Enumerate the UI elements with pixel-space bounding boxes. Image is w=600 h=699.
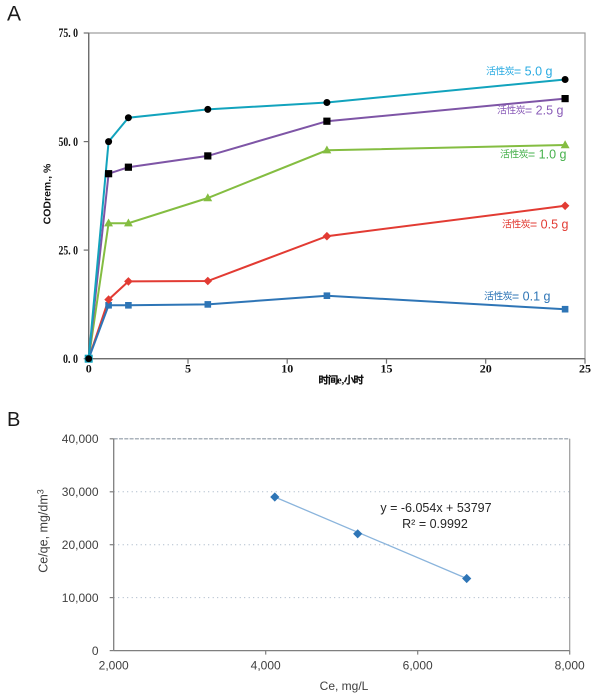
svg-text:4,000: 4,000 [251, 659, 281, 673]
svg-text:6,000: 6,000 [403, 659, 433, 673]
svg-text:CODrem., %: CODrem., % [42, 163, 54, 224]
svg-text:10,000: 10,000 [62, 591, 99, 605]
svg-text:8,000: 8,000 [555, 659, 585, 673]
svg-text:B: B [7, 409, 20, 431]
svg-text:75. 0: 75. 0 [59, 26, 79, 40]
svg-text:25: 25 [579, 362, 591, 376]
svg-text:0. 0: 0. 0 [63, 352, 78, 366]
svg-text:2,000: 2,000 [99, 659, 129, 673]
svg-text:R² = 0.9992: R² = 0.9992 [402, 517, 468, 531]
svg-text:10: 10 [281, 362, 293, 376]
svg-text:25. 0: 25. 0 [59, 243, 79, 257]
svg-text:Ce/qe, mg/dm3: Ce/qe, mg/dm3 [36, 489, 51, 573]
svg-text:0: 0 [86, 362, 92, 376]
svg-text:= 1.0 g: = 1.0 g [528, 148, 567, 162]
svg-text:e,: e, [337, 376, 345, 387]
svg-text:= 2.5 g: = 2.5 g [525, 104, 564, 118]
svg-text:40,000: 40,000 [62, 432, 99, 446]
svg-text:5: 5 [185, 362, 191, 376]
svg-text:Ce, mg/L: Ce, mg/L [320, 679, 369, 693]
svg-text:15: 15 [381, 362, 393, 376]
svg-text:= 0.5 g: = 0.5 g [530, 218, 569, 232]
svg-text:30,000: 30,000 [62, 485, 99, 499]
svg-text:= 0.1 g: = 0.1 g [512, 290, 551, 304]
svg-text:20: 20 [480, 362, 492, 376]
svg-text:50. 0: 50. 0 [59, 135, 79, 149]
svg-text:= 5.0 g: = 5.0 g [514, 65, 553, 79]
svg-text:A: A [7, 3, 21, 26]
svg-text:0: 0 [92, 644, 99, 658]
svg-text:y = -6.054x + 53797: y = -6.054x + 53797 [380, 501, 491, 515]
svg-text:20,000: 20,000 [62, 538, 99, 552]
